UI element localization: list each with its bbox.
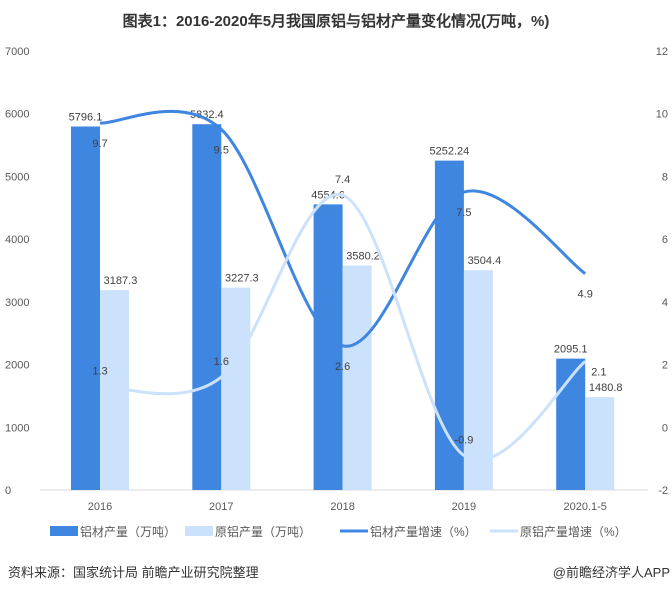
line-data-label: 4.9 (578, 289, 593, 301)
y-left-tick-label: 3000 (5, 297, 29, 309)
bar-primary-aluminum (342, 265, 372, 490)
credit-note: @前瞻经济学人APP (552, 565, 670, 580)
bar-data-label: 4554.6 (311, 189, 345, 201)
x-tick-label: 2016 (88, 501, 112, 513)
bar-data-label: 1480.8 (589, 382, 623, 394)
y-left-tick-label: 4000 (5, 234, 29, 246)
line-data-label: -0.9 (454, 435, 473, 447)
line-data-label: 1.6 (214, 356, 229, 368)
bar-aluminum-products (71, 126, 100, 490)
line-data-label: 7.5 (456, 207, 471, 219)
y-right-tick-label: 4 (662, 297, 668, 309)
bar-primary-aluminum (463, 270, 493, 490)
legend-label: 原铝产量增速（%） (520, 524, 627, 539)
bar-data-label: 3580.2 (346, 250, 380, 262)
legend-swatch (185, 526, 213, 536)
line-aluminum-products-growth (99, 110, 587, 348)
chart-svg: 0 1000 2000 3000 4000 5000 6000 7000 -2 0 2 4 6 8 10 12… (5, 46, 668, 539)
y-right-tick-label: 0 (662, 422, 668, 434)
legend-label: 铝材产量（万吨） (80, 524, 176, 539)
y-left-tick-label: 0 (5, 485, 11, 497)
y-right-tick-label: 8 (662, 171, 668, 183)
y-right-tick-label: -2 (658, 485, 668, 497)
legend-label: 铝材产量增速（%） (370, 524, 477, 539)
line-data-label: 9.5 (214, 144, 229, 156)
bar-data-label: 3504.4 (468, 255, 502, 267)
line-data-label: 1.3 (92, 366, 107, 378)
y-right-tick-label: 12 (656, 46, 668, 58)
y-left-tick-label: 6000 (5, 109, 29, 121)
bar-data-label: 3227.3 (225, 273, 259, 285)
bar-data-label: 3187.3 (104, 275, 138, 287)
bar-primary-aluminum (585, 397, 615, 490)
chart-title: 图表1：2016-2020年5月我国原铝与铝材产量变化情况(万吨，%) (122, 13, 550, 30)
y-left-tick-label: 1000 (5, 422, 29, 434)
line-data-label: 7.4 (335, 174, 350, 186)
x-tick-label: 2018 (330, 501, 354, 513)
bar-aluminum-products (313, 204, 343, 490)
y-right-tick-label: 10 (656, 109, 668, 121)
legend-label: 原铝产量（万吨） (215, 524, 311, 539)
y-left-tick-label: 7000 (5, 46, 29, 58)
line-data-label: 2.1 (591, 366, 606, 378)
source-note: 资料来源：国家统计局 前瞻产业研究院整理 (8, 565, 259, 580)
line-data-label: 9.7 (92, 138, 107, 150)
line-primary-aluminum-growth (99, 193, 587, 462)
bar-data-label: 5832.4 (190, 109, 224, 121)
line-data-label: 2.6 (335, 361, 350, 373)
bar-aluminum-products (192, 124, 222, 491)
y-right-tick-label: 6 (662, 234, 668, 246)
bar-data-label: 5796.1 (69, 112, 103, 124)
x-tick-label: 2017 (209, 501, 233, 513)
y-left-tick-label: 5000 (5, 171, 29, 183)
legend-swatch (50, 526, 78, 536)
bar-data-label: 2095.1 (554, 344, 588, 356)
bar-data-label: 5252.24 (430, 146, 470, 158)
y-right-tick-label: 2 (662, 360, 668, 372)
bar-aluminum-products (556, 358, 586, 490)
x-tick-label: 2019 (452, 501, 476, 513)
y-left-tick-label: 2000 (5, 360, 29, 372)
bar-primary-aluminum (221, 287, 251, 490)
x-tick-label: 2020.1-5 (563, 501, 606, 513)
